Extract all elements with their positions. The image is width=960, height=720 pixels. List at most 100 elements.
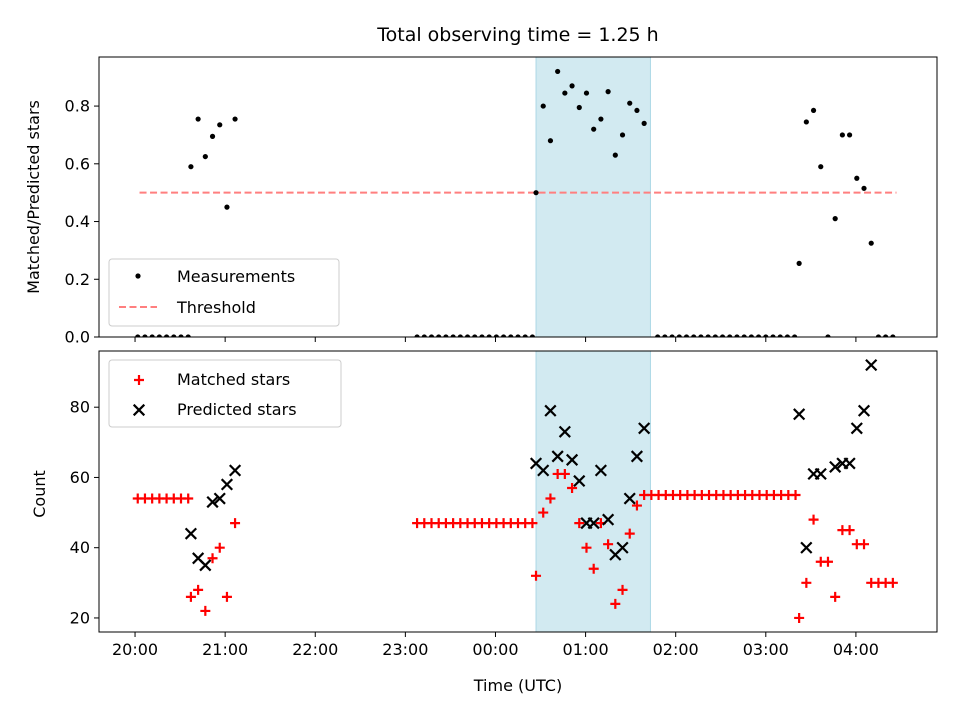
data-point bbox=[149, 334, 155, 337]
data-point bbox=[450, 334, 456, 337]
top-frame bbox=[98, 56, 938, 338]
bottom-frame bbox=[98, 350, 938, 633]
data-point bbox=[634, 107, 640, 114]
x-tick-label: 22:00 bbox=[292, 640, 338, 659]
data-point bbox=[500, 334, 507, 337]
data-point bbox=[207, 553, 218, 564]
bottom-panel-ylabel: Count bbox=[30, 470, 49, 518]
data-point bbox=[486, 334, 492, 337]
data-point bbox=[641, 120, 647, 126]
data-point bbox=[202, 153, 208, 160]
legend-frame bbox=[108, 359, 342, 428]
data-point bbox=[185, 334, 191, 337]
top-plot-area bbox=[135, 57, 897, 337]
data-point bbox=[508, 334, 514, 337]
data-point bbox=[183, 493, 194, 504]
chart-title: Total observing time = 1.25 h bbox=[376, 24, 658, 46]
data-point bbox=[537, 464, 550, 477]
data-point bbox=[627, 100, 633, 106]
data-point bbox=[515, 334, 521, 337]
legend-frame bbox=[108, 258, 340, 327]
data-point bbox=[793, 408, 806, 421]
data-point bbox=[859, 539, 870, 550]
data-point bbox=[801, 577, 812, 588]
data-point bbox=[184, 527, 197, 540]
data-point bbox=[547, 138, 554, 144]
data-point bbox=[887, 577, 898, 588]
data-point bbox=[868, 240, 874, 246]
data-point bbox=[135, 334, 141, 337]
data-point bbox=[734, 334, 740, 337]
data-point bbox=[846, 132, 853, 138]
data-point bbox=[200, 605, 211, 616]
data-point bbox=[195, 116, 201, 122]
y-tick-label: 20 bbox=[70, 608, 90, 627]
legend-label-predicted: Predicted stars bbox=[177, 400, 297, 419]
data-point bbox=[540, 103, 546, 109]
data-point bbox=[464, 334, 471, 337]
data-point bbox=[214, 542, 225, 553]
data-point bbox=[421, 334, 427, 337]
data-point bbox=[220, 478, 234, 491]
top-panel-ylabel: Matched/Predicted stars bbox=[24, 100, 43, 294]
data-point bbox=[538, 507, 549, 518]
data-point bbox=[832, 216, 838, 222]
data-point bbox=[800, 541, 813, 554]
data-point bbox=[830, 591, 841, 602]
x-tick-label: 02:00 bbox=[653, 640, 699, 659]
data-point bbox=[171, 334, 177, 337]
legend-top: Measurements Threshold bbox=[108, 258, 340, 327]
data-point bbox=[209, 133, 216, 139]
data-point bbox=[818, 164, 824, 170]
data-point bbox=[603, 539, 614, 550]
bottom-panel-counts: 20 40 60 80 20:00 21:00 22:00 23:00 00:00 01:00 02… bbox=[70, 350, 938, 659]
data-point bbox=[705, 334, 711, 337]
data-point bbox=[545, 493, 556, 504]
y-tick-label: 80 bbox=[70, 398, 90, 417]
data-point bbox=[588, 563, 599, 574]
data-point bbox=[683, 334, 690, 337]
data-point bbox=[581, 542, 592, 553]
data-point bbox=[676, 334, 682, 337]
data-point bbox=[865, 358, 878, 372]
y-tick-label: 0.2 bbox=[65, 270, 90, 289]
data-point bbox=[206, 495, 219, 509]
data-point bbox=[825, 334, 831, 337]
observing-window-span bbox=[535, 351, 651, 632]
data-point bbox=[638, 422, 651, 435]
data-point bbox=[574, 518, 585, 529]
data-point bbox=[655, 334, 661, 337]
legend-marker-measurements bbox=[135, 273, 141, 279]
bottom-plot-area bbox=[132, 351, 898, 632]
data-point bbox=[185, 591, 196, 602]
data-point bbox=[763, 334, 769, 337]
legend-label-matched: Matched stars bbox=[177, 370, 290, 389]
data-point bbox=[794, 612, 805, 623]
data-point bbox=[619, 132, 626, 138]
data-point bbox=[861, 185, 867, 191]
data-point bbox=[479, 334, 485, 337]
data-point bbox=[617, 584, 628, 595]
data-point bbox=[741, 334, 747, 337]
observing-window-span bbox=[535, 57, 651, 337]
data-point bbox=[414, 334, 420, 337]
y-tick-label: 0.8 bbox=[65, 97, 90, 116]
data-point bbox=[224, 204, 230, 210]
data-point bbox=[777, 334, 783, 337]
data-point bbox=[814, 467, 827, 481]
data-point bbox=[551, 450, 564, 463]
series-predicted-stars bbox=[184, 358, 878, 572]
data-point bbox=[493, 334, 499, 337]
data-point bbox=[808, 514, 819, 525]
x-tick-label: 03:00 bbox=[743, 640, 789, 659]
data-point bbox=[669, 334, 675, 337]
data-point bbox=[854, 175, 860, 181]
x-tick-label: 20:00 bbox=[112, 640, 158, 659]
data-point bbox=[857, 404, 871, 417]
data-point bbox=[213, 492, 226, 505]
y-tick-label: 0.0 bbox=[65, 328, 90, 347]
data-point bbox=[624, 528, 635, 539]
legend-label-measurements: Measurements bbox=[177, 267, 295, 286]
data-point bbox=[755, 334, 762, 337]
